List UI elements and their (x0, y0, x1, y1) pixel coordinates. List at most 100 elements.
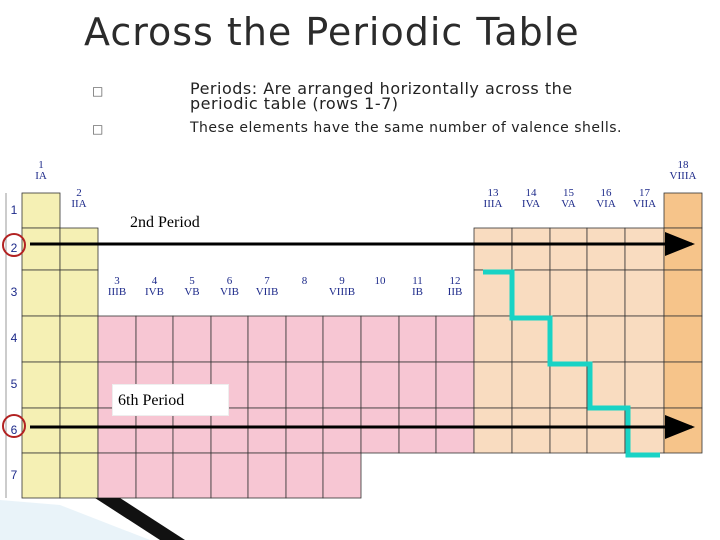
element-cell (624, 269, 665, 317)
element-cell (247, 452, 287, 499)
group-name: IIA (71, 198, 87, 210)
element-cell (21, 452, 61, 499)
element-cell (59, 407, 99, 454)
group-name: VB (184, 286, 200, 298)
group-number: 3 (114, 275, 120, 287)
element-cell (549, 407, 588, 454)
element-cell (586, 361, 626, 409)
element-cell (210, 315, 249, 363)
group-label: 11 IB (399, 276, 436, 298)
element-cell (135, 315, 174, 363)
group-label: 18 VIIIA (664, 160, 702, 182)
group-name: IIIB (107, 286, 127, 298)
element-cell (398, 407, 437, 454)
element-cell (398, 361, 437, 409)
group-number: 14 (525, 187, 537, 199)
period-2-circle-marker (2, 233, 26, 257)
element-cell (511, 361, 551, 409)
period-number-label: 1 (10, 202, 18, 217)
element-cell (135, 452, 174, 499)
group-name: VIA (596, 198, 616, 210)
element-cell (247, 361, 287, 409)
group-label: 2 IIA (60, 188, 98, 210)
group-name: IVB (145, 286, 164, 298)
element-cell (172, 452, 212, 499)
group-number: 6 (226, 275, 233, 287)
group-name: VIIB (255, 286, 279, 298)
element-cell (360, 361, 400, 409)
element-cell (247, 315, 287, 363)
element-cell (285, 452, 324, 499)
element-cell (624, 407, 665, 454)
element-cell (511, 315, 551, 363)
period-number-label: 3 (10, 285, 18, 299)
group-number: 13 (487, 187, 499, 199)
element-cell (473, 361, 513, 409)
element-cell (59, 315, 99, 363)
element-cell (285, 315, 324, 363)
group-name: VIIA (632, 198, 657, 210)
element-cell (360, 407, 400, 454)
element-cell (435, 407, 475, 454)
group-name: IA (35, 170, 47, 182)
group-label: 10 (361, 276, 399, 287)
group-name: IIB (447, 286, 463, 298)
element-cell (210, 452, 249, 499)
element-cell (398, 315, 437, 363)
element-cell (322, 452, 362, 499)
element-cell (624, 227, 665, 271)
element-cell (549, 315, 588, 363)
element-cell (21, 192, 61, 229)
group-label: 3 IIIB (98, 276, 136, 298)
period-number-label: 2 (10, 241, 18, 255)
group-name: IB (412, 286, 423, 298)
group-label: 1 IA (22, 160, 60, 182)
bullet-text-valence: These elements have the same number of v… (190, 120, 623, 136)
group-name: IIIA (483, 198, 503, 210)
bullet-text-line: Periods: Are arranged horizontally acros… (190, 79, 573, 98)
element-cell (21, 227, 61, 271)
period-6-circle-marker (2, 414, 26, 438)
period-number-label: 7 (10, 467, 18, 482)
element-cell (21, 269, 61, 317)
decorative-swoosh-dark (95, 498, 185, 540)
decorative-swoosh (0, 500, 150, 540)
element-cell (586, 315, 626, 363)
element-cell (322, 407, 362, 454)
group-name: IVA (521, 198, 541, 210)
element-cell (624, 315, 665, 363)
group-label: 16 VIA (587, 188, 625, 210)
group-label: 14 IVA (512, 188, 550, 210)
page-title: Across the Periodic Table (84, 10, 580, 54)
element-cell (663, 192, 703, 229)
element-cell (663, 361, 703, 409)
bullet-box-icon: □ (92, 122, 104, 136)
group-name: VIIIA (669, 170, 697, 182)
element-cell (624, 361, 665, 409)
element-cell (322, 315, 362, 363)
element-cell (549, 269, 588, 317)
group-number: 4 (151, 275, 158, 287)
group-label: 7 VIIB (248, 276, 286, 298)
element-cell (59, 269, 99, 317)
element-cell (59, 452, 99, 499)
group-number: 7 (264, 275, 270, 287)
group-label: 4 IVB (136, 276, 173, 298)
group-label: 15 VA (550, 188, 587, 210)
group-number: 9 (339, 275, 345, 287)
element-cell (473, 269, 513, 317)
element-cell (586, 269, 626, 317)
group-number: 17 (639, 187, 650, 199)
element-cell (586, 227, 626, 271)
element-cell (21, 361, 61, 409)
label-6th-period: 6th Period (112, 384, 229, 416)
group-number: 18 (677, 159, 689, 171)
element-cell (473, 407, 513, 454)
group-number: 8 (301, 275, 308, 287)
element-cell (473, 227, 513, 271)
group-number: 12 (449, 275, 461, 287)
element-cell (663, 269, 703, 317)
element-cell (21, 315, 61, 363)
element-cell (21, 407, 61, 454)
group-label: 17 VIIA (625, 188, 664, 210)
